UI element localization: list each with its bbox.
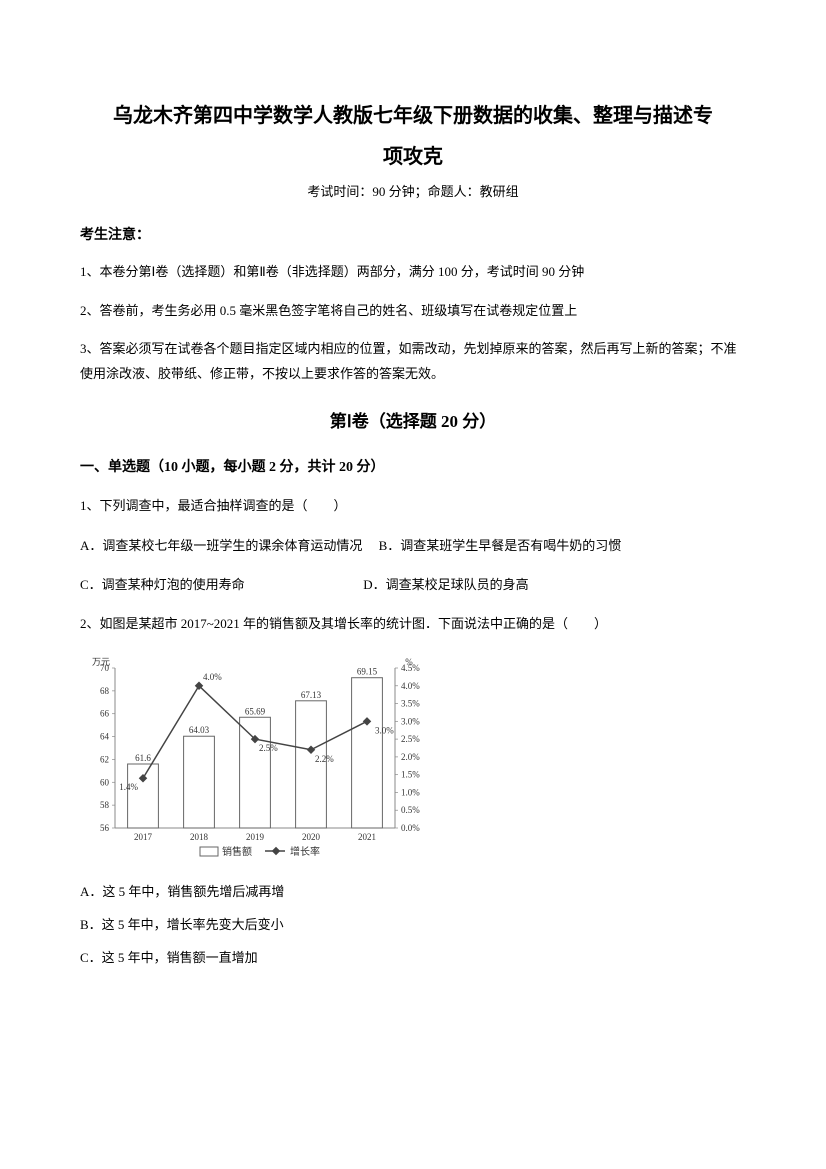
svg-text:2020: 2020 xyxy=(302,832,321,842)
svg-text:2.2%: 2.2% xyxy=(315,753,334,763)
svg-text:64: 64 xyxy=(100,731,110,741)
svg-text:1.5%: 1.5% xyxy=(401,769,420,779)
svg-text:2018: 2018 xyxy=(190,832,209,842)
svg-text:66: 66 xyxy=(100,708,110,718)
notice-2: 2、答卷前，考生务必用 0.5 毫米黑色签字笔将自己的姓名、班级填写在试卷规定位… xyxy=(80,299,746,324)
q1-options-cd: C．调查某种灯泡的使用寿命 D．调查某校足球队员的身高 xyxy=(80,573,746,598)
svg-text:3.0%: 3.0% xyxy=(375,725,394,735)
svg-text:2021: 2021 xyxy=(358,832,376,842)
svg-text:62: 62 xyxy=(100,754,109,764)
exam-info: 考试时间：90 分钟；命题人：教研组 xyxy=(80,181,746,200)
svg-text:2.5%: 2.5% xyxy=(401,734,420,744)
svg-text:64.03: 64.03 xyxy=(189,725,210,735)
svg-text:3.5%: 3.5% xyxy=(401,698,420,708)
svg-text:2.5%: 2.5% xyxy=(259,743,278,753)
q1-option-c: C．调查某种灯泡的使用寿命 xyxy=(80,573,360,598)
svg-text:1.4%: 1.4% xyxy=(119,782,138,792)
q2-option-c: C．这 5 年中，销售额一直增加 xyxy=(80,947,746,966)
question-group-1: 一、单选题（10 小题，每小题 2 分，共计 20 分） xyxy=(80,456,746,476)
svg-text:0.0%: 0.0% xyxy=(401,823,420,833)
q1-option-d: D．调查某校足球队员的身高 xyxy=(363,573,528,598)
svg-text:56: 56 xyxy=(100,823,110,833)
svg-text:4.0%: 4.0% xyxy=(203,671,222,681)
section-1-header: 第Ⅰ卷（选择题 20 分） xyxy=(80,407,746,432)
notice-3: 3、答案必须写在试卷各个题目指定区域内相应的位置，如需改动，先划掉原来的答案，然… xyxy=(80,337,746,386)
svg-text:增长率: 增长率 xyxy=(290,845,320,858)
svg-text:67.13: 67.13 xyxy=(301,689,322,699)
notice-1: 1、本卷分第Ⅰ卷（选择题）和第Ⅱ卷（非选择题）两部分，满分 100 分，考试时间… xyxy=(80,260,746,285)
q1-option-b: B．调查某班学生早餐是否有喝牛奶的习惯 xyxy=(379,534,622,559)
svg-text:2017: 2017 xyxy=(134,832,153,842)
doc-title-line2: 项攻克 xyxy=(80,140,746,169)
svg-text:3.0%: 3.0% xyxy=(401,716,420,726)
svg-text:4.0%: 4.0% xyxy=(401,680,420,690)
svg-text:2.0%: 2.0% xyxy=(401,751,420,761)
q2-option-b: B．这 5 年中，增长率先变大后变小 xyxy=(80,914,746,933)
svg-text:61.6: 61.6 xyxy=(135,753,151,763)
svg-text:4.5%: 4.5% xyxy=(401,663,420,673)
svg-text:69.15: 69.15 xyxy=(357,666,378,676)
svg-text:销售额: 销售额 xyxy=(222,845,252,858)
question-1: 1、下列调查中，最适合抽样调查的是（ ） xyxy=(80,494,746,519)
svg-text:68: 68 xyxy=(100,685,110,695)
svg-text:0.5%: 0.5% xyxy=(401,805,420,815)
svg-text:2019: 2019 xyxy=(246,832,265,842)
sales-chart: 万元%56586062646668700.0%0.5%1.0%1.5%2.0%2… xyxy=(80,653,430,863)
svg-text:70: 70 xyxy=(100,663,110,673)
svg-text:60: 60 xyxy=(100,777,110,787)
svg-text:1.0%: 1.0% xyxy=(401,787,420,797)
question-2: 2、如图是某超市 2017~2021 年的销售额及其增长率的统计图．下面说法中正… xyxy=(80,612,746,637)
doc-title-line1: 乌龙木齐第四中学数学人教版七年级下册数据的收集、整理与描述专 xyxy=(80,100,746,132)
svg-text:58: 58 xyxy=(100,800,110,810)
q1-option-a: A．调查某校七年级一班学生的课余体育运动情况 xyxy=(80,534,362,559)
q1-options-ab: A．调查某校七年级一班学生的课余体育运动情况 B．调查某班学生早餐是否有喝牛奶的… xyxy=(80,534,746,559)
notice-heading: 考生注意： xyxy=(80,224,746,244)
q2-option-a: A．这 5 年中，销售额先增后减再增 xyxy=(80,881,746,900)
svg-text:65.69: 65.69 xyxy=(245,706,266,716)
